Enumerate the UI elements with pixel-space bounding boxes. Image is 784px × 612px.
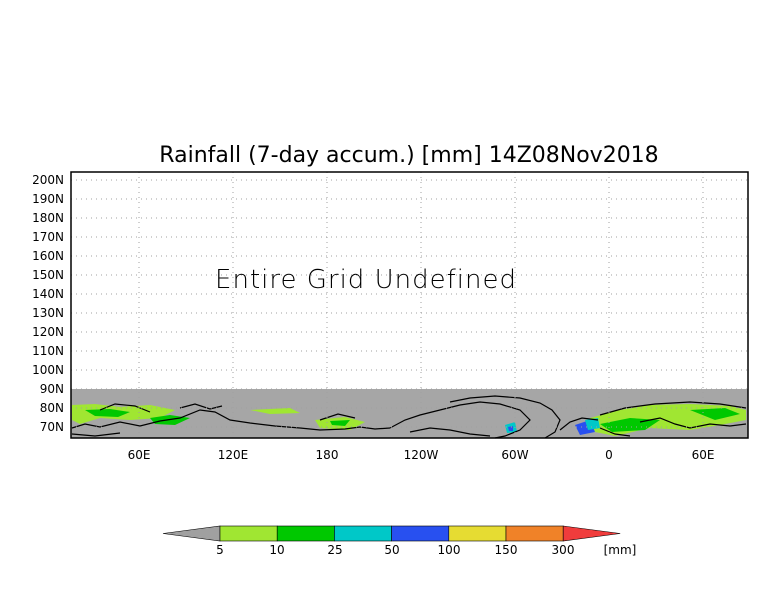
colorbar-unit: [mm]: [604, 543, 637, 557]
colorbar-tick: 100: [438, 543, 461, 557]
colorbar-tick: 5: [216, 543, 224, 557]
lat-label: 150N: [32, 268, 64, 282]
lat-label: 100N: [32, 363, 64, 377]
map-title: Rainfall (7-day accum.) [mm] 14Z08Nov201…: [159, 143, 658, 168]
lat-label: 120N: [32, 325, 64, 339]
coastlines: [71, 395, 747, 439]
lat-label: 70N: [40, 420, 64, 434]
lon-label: 180: [316, 448, 339, 462]
lat-label: 200N: [32, 173, 64, 187]
colorbar-swatch: [276, 525, 335, 542]
lat-label: 110N: [32, 344, 64, 358]
latitude-labels: 200N 190N 180N 170N 160N 150N 140N 130N …: [32, 173, 64, 434]
lat-label: 90N: [40, 382, 64, 396]
colorbar-tick: 25: [327, 543, 342, 557]
plot-frame: [70, 171, 749, 439]
lat-label: 170N: [32, 230, 64, 244]
colorbar-swatch: [391, 525, 450, 542]
lat-label: 190N: [32, 192, 64, 206]
lon-label: 120E: [218, 448, 249, 462]
lat-label: 130N: [32, 306, 64, 320]
colorbar-swatch: [219, 525, 278, 542]
colorbar-swatch: [562, 525, 621, 542]
lat-label: 180N: [32, 211, 64, 225]
colorbar-swatch: [334, 525, 392, 542]
lon-label: 60E: [692, 448, 715, 462]
plot-area: Entire Grid Undefined: [70, 171, 749, 439]
lat-label: 140N: [32, 287, 64, 301]
colorbar-tick: 150: [495, 543, 518, 557]
undefined-grid-message: Entire Grid Undefined: [215, 265, 517, 295]
colorbar-tick: 50: [384, 543, 399, 557]
lon-label: 0: [605, 448, 613, 462]
colorbar-swatch: [162, 525, 221, 542]
colorbar-legend: [162, 525, 621, 542]
lon-label: 120W: [404, 448, 439, 462]
colorbar-swatch: [505, 525, 564, 542]
longitude-labels: 60E 120E 180 120W 60W 0 60E: [128, 448, 715, 462]
lat-label: 160N: [32, 249, 64, 263]
lon-label: 60W: [501, 448, 528, 462]
colorbar-tick: 10: [269, 543, 284, 557]
colorbar-ticks: 5 10 25 50 100 150 300: [216, 543, 574, 557]
colorbar-tick: 300: [552, 543, 575, 557]
lat-label: 80N: [40, 401, 64, 415]
colorbar-swatch: [448, 525, 507, 542]
lon-label: 60E: [128, 448, 151, 462]
